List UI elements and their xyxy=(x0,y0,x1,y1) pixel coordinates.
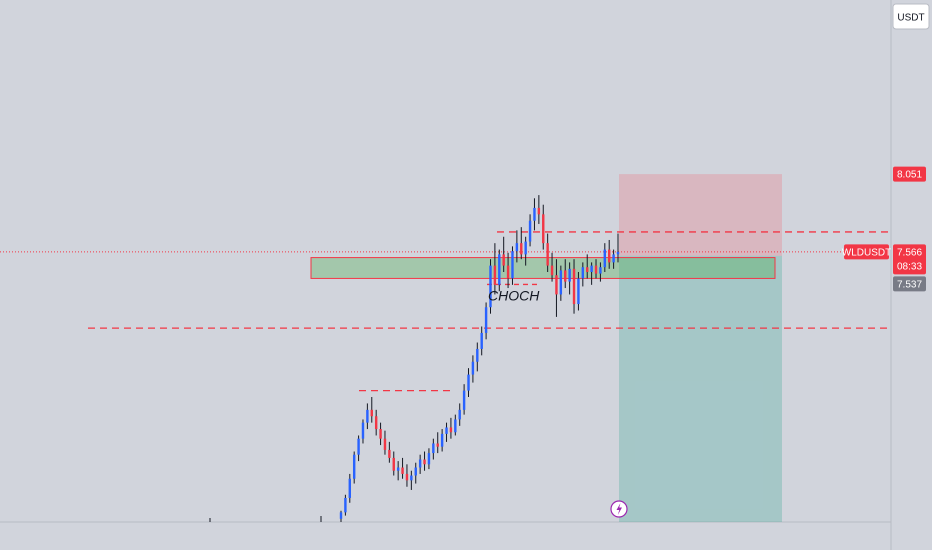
candles-group xyxy=(339,195,620,522)
candle-body xyxy=(445,427,448,434)
candle-body xyxy=(607,249,611,263)
time-axis-ticks xyxy=(209,516,322,522)
choch-annotation[interactable]: CHOCH xyxy=(488,287,540,303)
candle-body xyxy=(361,422,365,439)
symbol-price-tag[interactable]: WLDUSDT xyxy=(842,244,891,260)
candle-body xyxy=(476,348,479,362)
current-price-tag[interactable]: 7.566 08:33 xyxy=(893,244,926,275)
currency-label: USDT xyxy=(897,13,924,24)
candle-body xyxy=(542,214,545,244)
candle-body xyxy=(366,409,369,423)
candle-body xyxy=(339,512,343,519)
candle-body xyxy=(520,243,523,255)
candle-body xyxy=(594,265,598,274)
candle-body xyxy=(396,467,400,471)
candle-body xyxy=(484,307,488,333)
candle-body xyxy=(537,207,541,215)
candle-body xyxy=(449,427,453,433)
candle-body xyxy=(432,443,435,454)
candle-body xyxy=(577,278,580,305)
candle-body xyxy=(418,459,422,468)
candle-body xyxy=(414,467,417,476)
candle-body xyxy=(374,416,378,430)
candle-body xyxy=(586,267,589,273)
candle-body xyxy=(462,390,466,410)
candle-body xyxy=(599,267,602,274)
candle-body xyxy=(511,251,514,279)
candle-body xyxy=(454,419,457,433)
candle-body xyxy=(616,251,620,255)
candle-body xyxy=(401,467,404,474)
candle-body xyxy=(480,332,483,349)
candle-body xyxy=(458,409,461,420)
candle-body xyxy=(352,454,356,479)
candle-body xyxy=(555,275,558,295)
price-axis[interactable] xyxy=(891,0,932,550)
event-lightning-icon[interactable] xyxy=(610,500,628,518)
candle-body xyxy=(370,409,373,417)
candle-body xyxy=(379,429,382,439)
stop-price-tag[interactable]: 8.051 xyxy=(893,166,926,182)
candle-body xyxy=(550,265,554,276)
candle-body xyxy=(528,220,532,242)
take-profit-zone[interactable] xyxy=(619,255,782,523)
countdown-label: 08:33 xyxy=(897,261,922,272)
candle-body xyxy=(546,243,549,266)
candle-body xyxy=(405,473,409,481)
candle-body xyxy=(427,453,431,465)
candle-body xyxy=(440,433,444,447)
entry-price-label: 7.537 xyxy=(897,279,922,290)
candle-body xyxy=(572,268,576,305)
candle-body xyxy=(357,438,360,455)
candle-body xyxy=(471,361,475,375)
candle-body xyxy=(559,270,563,295)
candle-body xyxy=(603,249,607,268)
candle-body xyxy=(348,478,352,498)
currency-button[interactable]: USDT xyxy=(892,3,930,30)
candle-body xyxy=(383,438,387,450)
candle-body xyxy=(506,265,510,279)
candle-body xyxy=(612,254,615,263)
candle-body xyxy=(502,254,505,266)
candle-body xyxy=(533,207,536,221)
stop-loss-zone[interactable] xyxy=(619,174,782,256)
candle-body xyxy=(564,270,567,282)
candle-body xyxy=(515,243,519,252)
candle-body xyxy=(581,267,585,279)
candle-body xyxy=(493,265,497,285)
candle-body xyxy=(410,475,413,481)
symbol-label: WLDUSDT xyxy=(842,247,891,258)
candle-body xyxy=(568,268,571,282)
current-price-label: 7.566 xyxy=(897,247,922,258)
candle-body xyxy=(388,449,391,458)
entry-price-tag[interactable]: 7.537 xyxy=(893,276,926,292)
candle-body xyxy=(423,459,426,465)
candle-body xyxy=(436,443,439,447)
candle-body xyxy=(344,497,347,513)
candle-body xyxy=(489,265,492,308)
candle-body xyxy=(498,254,501,285)
demand-zone-box[interactable] xyxy=(310,257,776,279)
candle-body xyxy=(590,265,593,273)
candle-body xyxy=(392,457,395,471)
stop-price-label: 8.051 xyxy=(897,170,922,181)
candle-body xyxy=(524,241,527,255)
candle-body xyxy=(467,374,470,391)
